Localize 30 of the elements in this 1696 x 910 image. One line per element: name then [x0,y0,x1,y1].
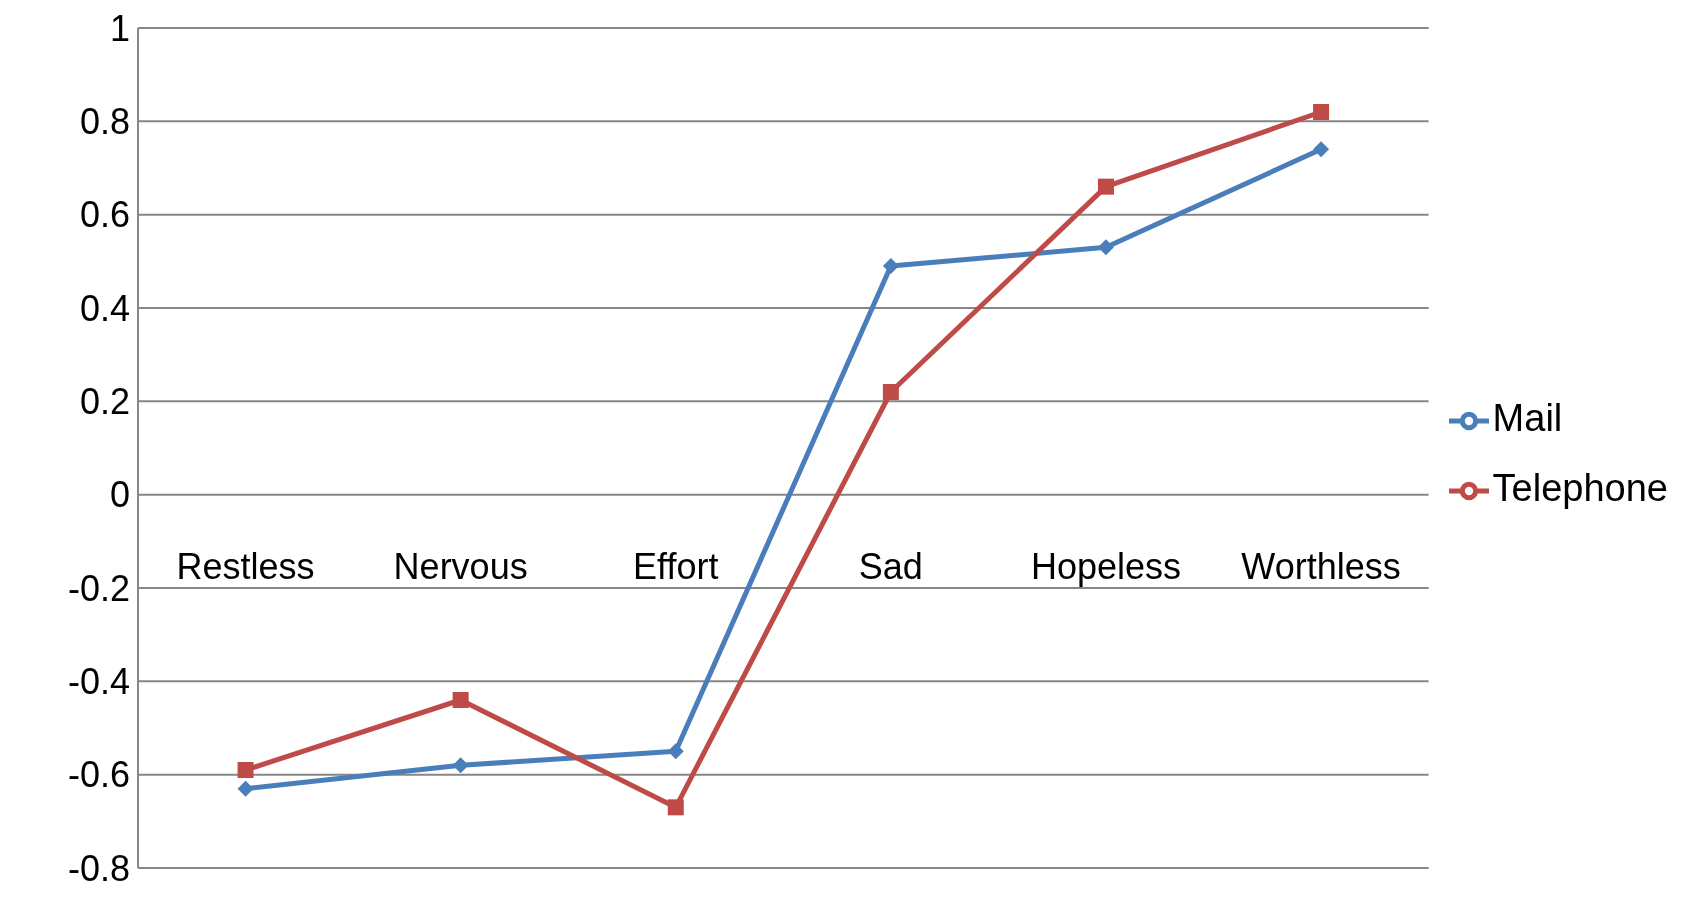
y-tick-label: 0.8 [79,101,130,143]
x-tick-label: Hopeless [1030,545,1181,587]
point [1313,104,1330,120]
y-tick-label: -0.8 [67,847,130,889]
point [237,762,254,778]
x-tick-label: Sad [858,545,923,587]
y-tick-label: 0 [109,474,130,516]
x-tick-label: Nervous [393,545,528,587]
point [237,780,254,797]
point [1097,178,1114,195]
point [452,692,469,708]
y-tick-label: 0.6 [79,194,130,236]
point [1097,239,1114,256]
y-tick-label: 0.2 [79,381,130,423]
x-tick-label: Restless [176,545,315,587]
y-tick-label: -0.2 [67,567,130,609]
point [882,258,899,274]
point [667,799,684,816]
y-tick-label: 0.4 [79,287,130,329]
legend-label: Telephone [1492,467,1668,509]
y-tick-label: -0.6 [67,754,130,796]
y-tick-label: -0.4 [67,661,130,703]
point [667,743,684,760]
point [452,757,469,774]
x-tick-label: Effort [633,545,719,587]
point [882,384,899,400]
legend-label: Mail [1492,397,1563,439]
x-tick-label: Worthless [1241,545,1401,587]
y-tick-label: 1 [109,7,130,49]
point [1313,141,1330,158]
